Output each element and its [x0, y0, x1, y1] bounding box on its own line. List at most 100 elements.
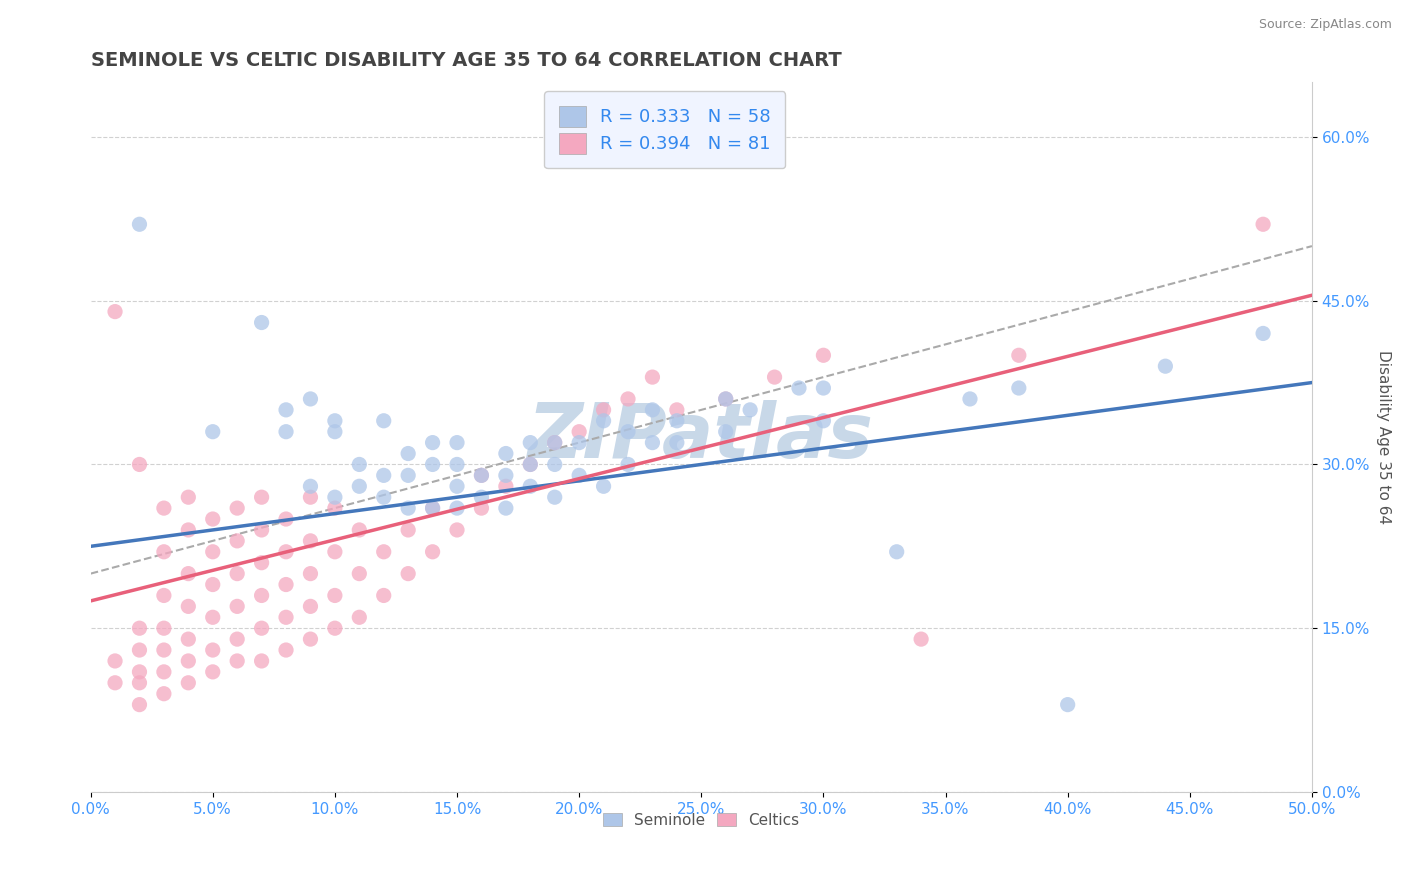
Point [177, 523, 200, 537]
Point [226, 654, 249, 668]
Point [323, 621, 346, 635]
Point [544, 435, 567, 450]
Point [299, 566, 322, 581]
Point [373, 545, 395, 559]
Point [396, 566, 419, 581]
Point [201, 512, 224, 526]
Point [886, 545, 908, 559]
Point [813, 414, 835, 428]
Text: SEMINOLE VS CELTIC DISABILITY AGE 35 TO 64 CORRELATION CHART: SEMINOLE VS CELTIC DISABILITY AGE 35 TO … [90, 51, 841, 70]
Point [323, 545, 346, 559]
Point [641, 435, 664, 450]
Point [1056, 698, 1078, 712]
Point [813, 348, 835, 362]
Point [470, 490, 492, 504]
Point [226, 501, 249, 516]
Point [177, 566, 200, 581]
Point [396, 446, 419, 460]
Point [201, 643, 224, 657]
Point [349, 523, 371, 537]
Point [274, 512, 297, 526]
Point [274, 643, 297, 657]
Point [470, 468, 492, 483]
Point [274, 425, 297, 439]
Point [226, 632, 249, 647]
Point [396, 501, 419, 516]
Point [396, 468, 419, 483]
Point [422, 435, 444, 450]
Point [617, 458, 640, 472]
Point [787, 381, 810, 395]
Point [544, 490, 567, 504]
Point [349, 479, 371, 493]
Point [373, 589, 395, 603]
Point [813, 381, 835, 395]
Point [201, 425, 224, 439]
Point [544, 435, 567, 450]
Point [763, 370, 786, 384]
Point [665, 402, 688, 417]
Text: ZIPatlas: ZIPatlas [529, 401, 875, 475]
Point [323, 501, 346, 516]
Point [299, 490, 322, 504]
Point [201, 545, 224, 559]
Point [422, 501, 444, 516]
Point [544, 458, 567, 472]
Point [201, 610, 224, 624]
Point [128, 621, 150, 635]
Point [250, 556, 273, 570]
Point [617, 392, 640, 406]
Point [641, 402, 664, 417]
Point [177, 599, 200, 614]
Text: Source: ZipAtlas.com: Source: ZipAtlas.com [1258, 18, 1392, 31]
Point [128, 217, 150, 231]
Point [274, 577, 297, 591]
Point [495, 501, 517, 516]
Point [104, 654, 127, 668]
Point [1008, 348, 1031, 362]
Point [446, 523, 468, 537]
Point [250, 621, 273, 635]
Point [422, 458, 444, 472]
Point [226, 599, 249, 614]
Point [274, 545, 297, 559]
Point [128, 458, 150, 472]
Point [128, 698, 150, 712]
Point [495, 479, 517, 493]
Point [910, 632, 932, 647]
Point [959, 392, 981, 406]
Point [250, 523, 273, 537]
Point [568, 425, 591, 439]
Point [665, 414, 688, 428]
Point [641, 370, 664, 384]
Point [250, 589, 273, 603]
Point [274, 402, 297, 417]
Point [373, 490, 395, 504]
Point [153, 621, 176, 635]
Point [153, 687, 176, 701]
Point [128, 643, 150, 657]
Point [128, 665, 150, 679]
Point [714, 392, 737, 406]
Point [323, 490, 346, 504]
Point [349, 566, 371, 581]
Point [299, 479, 322, 493]
Point [153, 589, 176, 603]
Point [568, 435, 591, 450]
Point [153, 665, 176, 679]
Point [226, 533, 249, 548]
Point [299, 533, 322, 548]
Point [153, 501, 176, 516]
Legend: Seminole, Celtics: Seminole, Celtics [598, 806, 806, 834]
Point [592, 479, 614, 493]
Point [177, 654, 200, 668]
Point [495, 468, 517, 483]
Point [714, 392, 737, 406]
Point [446, 458, 468, 472]
Point [299, 392, 322, 406]
Point [299, 632, 322, 647]
Point [665, 435, 688, 450]
Point [373, 468, 395, 483]
Point [519, 435, 541, 450]
Point [1154, 359, 1177, 374]
